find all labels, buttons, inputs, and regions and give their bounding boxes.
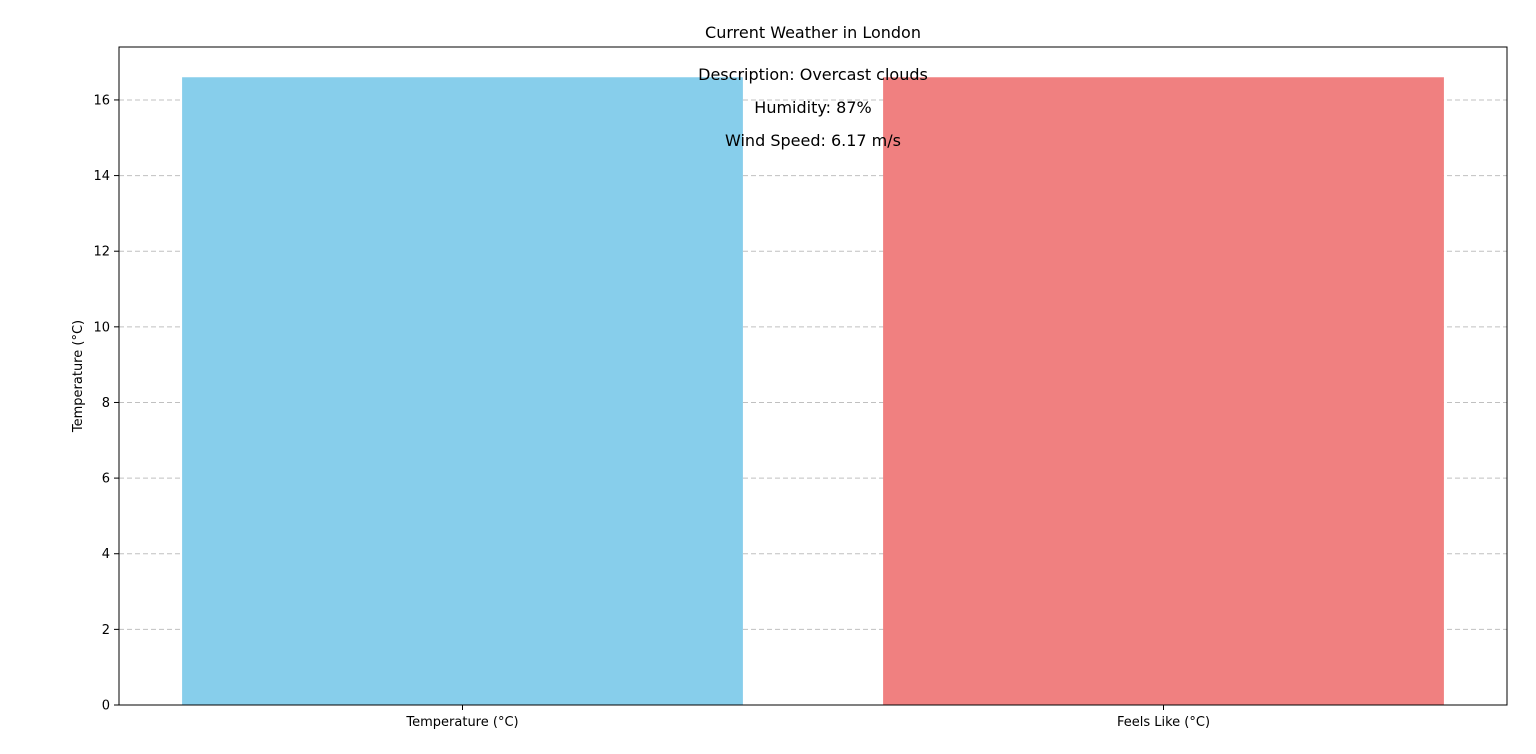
bar-1: [883, 77, 1444, 706]
y-tick-label: 0: [102, 699, 110, 714]
x-axis-ticks: Temperature (°C) Feels Like (°C): [405, 705, 1210, 730]
x-tick-label: Temperature (°C): [405, 715, 518, 730]
y-axis-title: Temperature (°C): [71, 320, 86, 433]
x-tick-label: Feels Like (°C): [1117, 715, 1210, 730]
bars: [182, 77, 1444, 706]
bar-0: [182, 77, 743, 706]
y-tick-label: 16: [93, 93, 110, 108]
y-tick-label: 14: [93, 169, 110, 184]
y-tick-label: 6: [102, 472, 110, 487]
plot-frame: [118, 46, 1508, 706]
y-tick-label: 10: [93, 320, 110, 335]
annotation-description: Description: Overcast clouds: [698, 65, 928, 84]
y-tick-label: 2: [102, 623, 110, 638]
y-axis-ticks: 0 2 4 6 8 10 12 14 16: [93, 93, 119, 714]
chart-title: Current Weather in London: [705, 23, 921, 42]
y-tick-label: 4: [102, 547, 110, 562]
y-tick-label: 8: [102, 396, 110, 411]
annotation-humidity: Humidity: 87%: [754, 98, 871, 117]
y-tick-label: 12: [93, 245, 110, 260]
annotation-wind-speed: Wind Speed: 6.17 m/s: [725, 131, 901, 150]
